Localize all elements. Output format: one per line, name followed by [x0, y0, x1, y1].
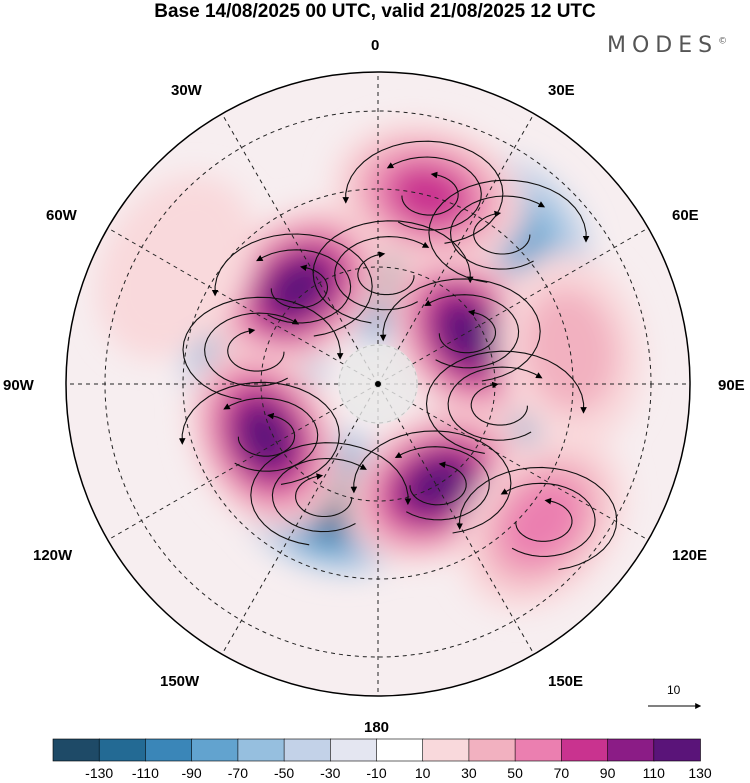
streamline-2-0: [295, 473, 353, 518]
streamline-4-2: [428, 179, 590, 283]
colorbar-swatch-1: [98, 738, 147, 762]
streamline-8-1: [394, 446, 490, 521]
colorbar-tick-label: 50: [507, 765, 523, 781]
colorbar-tick-label: 70: [553, 765, 570, 781]
brand-logo: MODES©: [607, 33, 727, 58]
streamline-8-2: [350, 430, 512, 534]
colorbar-tick-label: -90: [181, 765, 202, 781]
streamline-7-1: [223, 397, 319, 472]
colorbar-tick-label: 90: [599, 765, 616, 781]
lon-label-90e: 90E: [718, 377, 745, 394]
streamline-10-0: [515, 497, 573, 542]
streamline-3-2: [425, 350, 587, 454]
streamline-4-1: [449, 195, 546, 270]
colorbar-swatch-4: [237, 738, 285, 762]
meridian-line: [221, 383, 379, 655]
colorbar-swatch-8: [422, 738, 470, 762]
streamline-6-1: [424, 294, 520, 369]
streamline-6-2: [379, 278, 541, 382]
streamline-3-0: [470, 381, 528, 426]
map-title: Base 14/08/2025 00 UTC, valid 21/08/2025…: [154, 1, 596, 22]
anomaly-positive-10-level-2: [501, 478, 584, 565]
lon-label-150e: 150E: [548, 673, 584, 690]
streamlines: [178, 140, 618, 571]
lon-label-90w: 90W: [3, 377, 34, 394]
streamline-1-2: [182, 296, 344, 400]
colorbar-swatch-0: [52, 738, 101, 762]
copyright-mark: ©: [718, 36, 728, 47]
colorbar-tick-label: -110: [131, 765, 159, 781]
streamline-7-2: [178, 381, 340, 485]
reference-vector-label: 10: [667, 683, 681, 697]
streamline-7-0: [237, 412, 296, 457]
lon-label-60e: 60E: [672, 207, 699, 224]
streamline-4-0: [473, 210, 531, 255]
colorbar-tick-label: -130: [85, 765, 114, 781]
streamline-9-1: [386, 156, 482, 231]
colorbar-swatch-3: [191, 738, 239, 762]
meridian-line: [107, 227, 379, 385]
anomaly-positive-12-level-1: [523, 287, 617, 413]
streamline-9-2: [342, 140, 504, 244]
lon-label-60w: 60W: [46, 207, 77, 224]
lon-label-150w: 150W: [160, 673, 200, 690]
colorbar-swatch-10: [514, 738, 563, 762]
colorbar-tick-label: -50: [273, 765, 295, 781]
colorbar-swatch-6: [329, 738, 378, 762]
streamline-1-0: [227, 327, 285, 372]
meridian-line: [221, 113, 379, 385]
streamline-10-1: [500, 482, 596, 557]
streamline-0-1: [334, 236, 430, 311]
colorbar-tick-label: 110: [642, 765, 665, 781]
lon-label-30w: 30W: [171, 82, 202, 99]
colorbar-swatch-13: [653, 738, 701, 762]
colorbar-tick-label: 10: [414, 765, 431, 781]
map-border: [65, 71, 691, 697]
streamline-0-0: [357, 251, 415, 296]
lon-label-0: 0: [371, 37, 380, 54]
latitude-circle: [104, 110, 652, 658]
colorbar-tick-label: -10: [366, 765, 387, 781]
streamline-8-0: [409, 461, 467, 506]
latitude-circle: [182, 188, 574, 580]
streamline-3-1: [447, 366, 543, 441]
lon-label-120w: 120W: [33, 547, 73, 564]
lon-label-30e: 30E: [548, 82, 575, 99]
meridian-line: [107, 383, 379, 541]
streamline-9-0: [401, 171, 459, 216]
colorbar-tick-label: 30: [461, 765, 477, 781]
brand-name: MODES: [607, 33, 719, 58]
meridian-line: [377, 113, 535, 385]
north-pole-marker: [375, 381, 381, 387]
streamline-5-1: [256, 249, 352, 324]
anomaly-positive-7-level-5: [240, 407, 290, 466]
colorbar-swatch-5: [283, 738, 332, 762]
streamline-10-2: [456, 466, 618, 571]
streamline-5-0: [270, 264, 329, 309]
streamline-1-1: [204, 312, 300, 387]
colorbar-swatch-12: [607, 738, 655, 762]
colorbar-swatch-2: [145, 738, 193, 762]
streamline-5-2: [211, 233, 373, 337]
colorbar-swatch-9: [468, 738, 516, 762]
colorbar-tick-label: -70: [227, 765, 248, 781]
colorbar-tick-label: 130: [688, 765, 712, 781]
anomaly-positive-5-level-5: [270, 262, 326, 315]
colorbar-tick-label: -30: [320, 765, 341, 781]
colorbar-swatch-7: [376, 738, 424, 762]
meridian-line: [377, 227, 649, 385]
meridian-line: [377, 383, 649, 541]
lon-label-120e: 120E: [672, 547, 708, 564]
anomaly-positive-6-level-5: [440, 304, 491, 362]
lon-label-180: 180: [364, 719, 390, 736]
meridian-line: [377, 383, 535, 655]
streamline-6-0: [438, 309, 497, 354]
colorbar-swatch-11: [561, 738, 609, 762]
streamline-2-1: [271, 457, 367, 533]
colorbar: [52, 738, 701, 762]
